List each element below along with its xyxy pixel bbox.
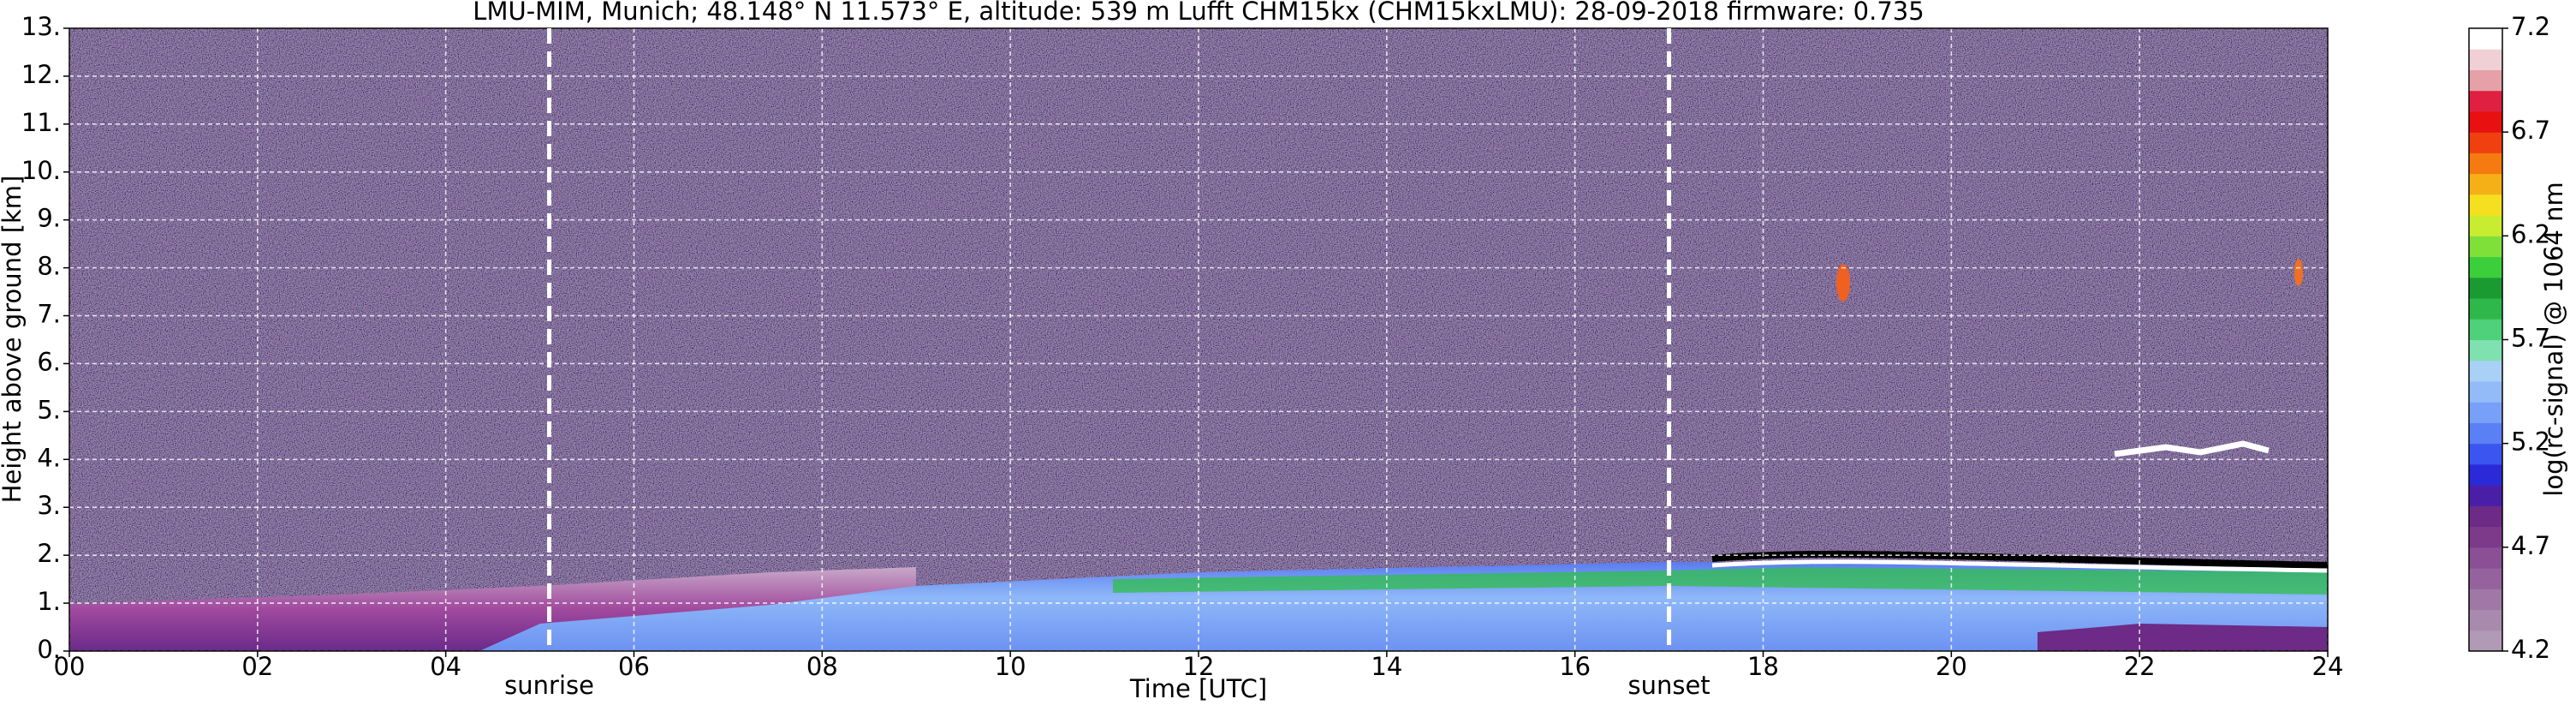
x-tick-label: 02 — [241, 652, 273, 681]
x-tick-label: 22 — [2124, 652, 2156, 681]
colorbar-segment — [2469, 132, 2502, 153]
colorbar-segment — [2469, 215, 2502, 236]
colorbar-tick-label: 5.7 — [2511, 324, 2550, 353]
x-tick-label: 24 — [2312, 652, 2344, 681]
y-tick-label: 7. — [37, 300, 61, 329]
colorbar-tick-label: 6.7 — [2511, 116, 2550, 145]
colorbar-segment — [2469, 256, 2502, 278]
x-tick-label: 20 — [1936, 652, 1967, 681]
colorbar-segment — [2469, 90, 2502, 112]
colorbar-tick-label: 5.2 — [2511, 427, 2550, 457]
colorbar-segment — [2469, 319, 2502, 340]
y-tick-label: 10. — [21, 156, 61, 185]
colorbar-segment — [2469, 49, 2502, 70]
annotation-label: sunrise — [504, 671, 594, 700]
colorbar-segment — [2469, 630, 2502, 652]
x-tick-label: 00 — [54, 652, 86, 681]
x-tick-label: 18 — [1747, 652, 1779, 681]
colorbar-segment — [2469, 589, 2502, 611]
colorbar-segment — [2469, 69, 2502, 92]
aerosol-layer — [2038, 624, 2328, 651]
annotation-label: sunset — [1627, 671, 1710, 700]
x-tick-label: 16 — [1559, 652, 1591, 681]
y-tick-label: 3. — [37, 491, 61, 520]
y-tick-label: 1. — [37, 587, 61, 616]
x-tick-label: 10 — [995, 652, 1026, 681]
colorbar-segment — [2469, 236, 2502, 258]
colorbar-segment — [2469, 380, 2502, 403]
colorbar-tick-label: 6.2 — [2511, 219, 2550, 248]
colorbar-segment — [2469, 609, 2502, 631]
y-tick-label: 2. — [37, 539, 61, 568]
y-tick-label: 13. — [21, 12, 61, 41]
colorbar-segment — [2469, 463, 2502, 486]
y-tick-label: 4. — [37, 443, 61, 472]
colorbar-segment — [2469, 298, 2502, 320]
colorbar-segment — [2469, 194, 2502, 216]
x-tick-label: 08 — [806, 652, 838, 681]
colorbar-segment — [2469, 28, 2502, 50]
x-tick-label: 06 — [618, 652, 650, 681]
y-tick-label: 11. — [21, 108, 61, 137]
cloud-layer — [2294, 259, 2303, 286]
colorbar-segment — [2469, 526, 2502, 548]
colorbar-tick-label: 4.7 — [2511, 531, 2550, 560]
y-tick-label: 9. — [37, 204, 61, 233]
x-tick-label: 14 — [1371, 652, 1402, 681]
y-tick-label: 8. — [37, 252, 61, 281]
y-tick-label: 5. — [37, 395, 61, 424]
colorbar-segment — [2469, 339, 2502, 361]
aerosol-layer — [1113, 567, 2328, 594]
y-tick-label: 6. — [37, 347, 61, 376]
colorbar-segment — [2469, 111, 2502, 133]
cloud-layer — [1711, 559, 2329, 573]
colorbar-segment — [2469, 485, 2502, 506]
colorbar-segment — [2469, 547, 2502, 569]
colorbar-label: log(rc-signal) @ 1064 nm — [2539, 182, 2568, 496]
x-tick-label: 04 — [430, 652, 461, 681]
colorbar-tick-label: 4.2 — [2511, 635, 2550, 664]
colorbar-segment — [2469, 277, 2502, 299]
chart-title: LMU-MIM, Munich; 48.148° N 11.573° E, al… — [473, 0, 1924, 26]
y-tick-label: 0. — [37, 635, 61, 664]
colorbar-segment — [2469, 505, 2502, 528]
y-tick-label: 12. — [21, 60, 61, 89]
colorbar-segment — [2469, 402, 2502, 423]
colorbar-segment — [2469, 173, 2502, 195]
x-axis-label: Time [UTC] — [1129, 674, 1267, 703]
y-axis-label: Height above ground [km] — [0, 176, 27, 504]
x-tick-label: 12 — [1183, 652, 1215, 681]
cloud-layer — [1836, 264, 1850, 302]
colorbar-segment — [2469, 360, 2502, 382]
colorbar-segment — [2469, 568, 2502, 589]
colorbar-segment — [2469, 422, 2502, 445]
colorbar-segment — [2469, 152, 2502, 175]
colorbar-segment — [2469, 443, 2502, 465]
cloud-layer — [2114, 440, 2270, 457]
colorbar-tick-label: 7.2 — [2511, 12, 2550, 41]
